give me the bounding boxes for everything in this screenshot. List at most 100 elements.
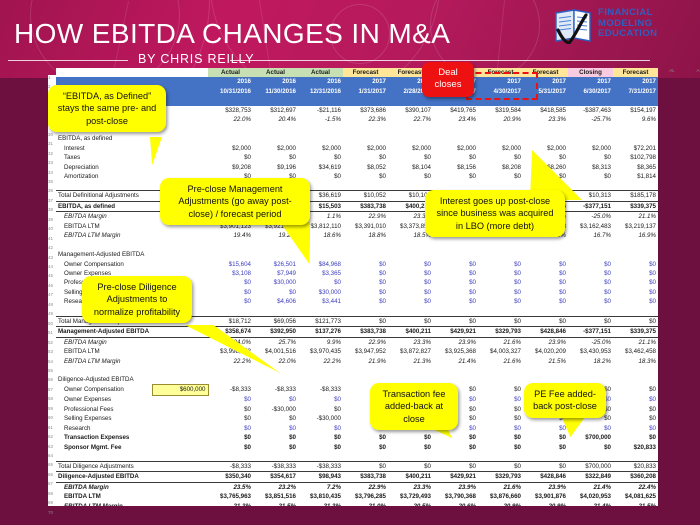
cell-r1-c4[interactable]: 22.7% [413, 116, 431, 124]
cell-r6-c3[interactable]: $8,052 [367, 163, 386, 171]
cell-r15-c9[interactable] [613, 250, 658, 259]
cell-r16-c9[interactable]: $0 [649, 260, 656, 268]
cell-r13-c0[interactable]: 19.4% [233, 232, 251, 240]
cell-r32-c9[interactable]: $0 [649, 415, 656, 423]
diligence-owner-comp-input[interactable]: $600,000 [151, 384, 209, 396]
cell-r20-c6[interactable]: $0 [514, 298, 521, 306]
cell-r32-c1[interactable]: $0 [289, 415, 296, 423]
cell-r40-c2[interactable]: $3,810,435 [310, 493, 341, 501]
cell-r21-c2[interactable] [298, 307, 343, 316]
cell-r31-c5[interactable]: $0 [469, 405, 476, 413]
cell-r41-c3[interactable]: 21.0% [343, 502, 388, 506]
cell-r25-c1[interactable]: $4,001,516 [265, 348, 296, 356]
cell-r30-c0[interactable]: $0 [244, 396, 251, 404]
cell-r14-c1[interactable] [253, 241, 298, 250]
cell-r12-c8[interactable]: $3,162,483 [580, 222, 611, 230]
cell-r15-c1[interactable] [253, 250, 298, 259]
cell-r34-c9[interactable]: $0 [649, 434, 656, 442]
cell-r40-c5[interactable]: $3,790,368 [445, 493, 476, 501]
cell-r34-c1[interactable]: $0 [289, 434, 296, 442]
cell-r3-c8[interactable] [568, 134, 613, 143]
cell-r24-c4[interactable]: 23.3% [413, 338, 431, 346]
cell-r25-c0[interactable]: $3,998,452 [220, 348, 251, 356]
cell-r29-c6[interactable]: $0 [514, 386, 521, 394]
cell-r17-c6[interactable]: $0 [514, 269, 521, 277]
cell-r7-c1[interactable]: $0 [289, 172, 296, 180]
cell-r39-c2[interactable]: 7.2% [326, 483, 341, 491]
cell-r26-c9[interactable]: 18.3% [638, 357, 656, 365]
cell-r1-c0[interactable]: 22.0% [233, 116, 251, 124]
cell-r14-c8[interactable] [568, 241, 613, 250]
cell-r39-c3[interactable]: 22.9% [368, 483, 386, 491]
cell-r35-c7[interactable]: $0 [559, 443, 566, 451]
cell-r41-c6[interactable]: 20.9% [478, 502, 523, 506]
cell-r14-c5[interactable] [433, 241, 478, 250]
cell-r15-c6[interactable] [478, 250, 523, 259]
cell-r7-c9[interactable]: $1,814 [637, 172, 656, 180]
cell-r24-c1[interactable]: 25.7% [278, 338, 296, 346]
cell-r26-c5[interactable]: 21.4% [458, 357, 476, 365]
cell-r4-c7[interactable]: $2,000 [547, 144, 566, 152]
cell-r22-c9[interactable]: $0 [613, 315, 658, 327]
cell-r33-c9[interactable]: $0 [649, 424, 656, 432]
cell-r33-c1[interactable]: $0 [289, 424, 296, 432]
cell-r23-c7[interactable]: $428,846 [523, 326, 568, 338]
cell-r25-c7[interactable]: $4,020,209 [535, 348, 566, 356]
cell-r33-c2[interactable]: $0 [334, 424, 341, 432]
cell-r0-c0[interactable]: $328,753 [225, 106, 251, 114]
cell-r24-c8[interactable]: -25.0% [591, 338, 611, 346]
cell-r23-c1[interactable]: $392,950 [253, 326, 298, 338]
cell-r31-c9[interactable]: $0 [649, 405, 656, 413]
cell-r38-c4[interactable]: $400,211 [388, 471, 433, 483]
cell-r25-c2[interactable]: $3,970,435 [310, 348, 341, 356]
cell-r22-c3[interactable]: $0 [343, 315, 388, 327]
cell-r4-c4[interactable]: $2,000 [412, 144, 431, 152]
cell-r18-c3[interactable]: $0 [379, 279, 386, 287]
cell-r13-c2[interactable]: 18.6% [323, 232, 341, 240]
cell-r14-c9[interactable] [613, 241, 658, 250]
cell-r31-c8[interactable]: $0 [604, 405, 611, 413]
cell-r26-c4[interactable]: 21.3% [413, 357, 431, 365]
cell-r14-c6[interactable] [478, 241, 523, 250]
cell-r15-c3[interactable] [343, 250, 388, 259]
cell-r37-c9[interactable]: $20,833 [613, 460, 658, 472]
cell-r7-c0[interactable]: $0 [244, 172, 251, 180]
cell-r30-c6[interactable]: $0 [514, 396, 521, 404]
cell-r0-c4[interactable]: $390,107 [405, 106, 431, 114]
cell-r6-c5[interactable]: $8,156 [457, 163, 476, 171]
cell-r19-c2[interactable]: $30,000 [318, 288, 341, 296]
cell-r20-c3[interactable]: $0 [379, 298, 386, 306]
cell-r7-c8[interactable]: $0 [604, 172, 611, 180]
cell-r31-c1[interactable]: -$30,000 [271, 405, 296, 413]
cell-r21-c5[interactable] [433, 307, 478, 316]
cell-r9-c9[interactable]: $185,178 [613, 190, 658, 202]
cell-r11-c9[interactable]: 21.1% [638, 213, 656, 221]
cell-r34-c2[interactable]: $0 [334, 434, 341, 442]
cell-r5-c6[interactable]: $0 [514, 154, 521, 162]
cell-r35-c1[interactable]: $0 [289, 443, 296, 451]
cell-r36-c6[interactable] [478, 452, 523, 461]
cell-r20-c4[interactable]: $0 [424, 298, 431, 306]
cell-r27-c9[interactable] [613, 366, 658, 375]
cell-r36-c4[interactable] [388, 452, 433, 461]
cell-r5-c4[interactable]: $0 [424, 154, 431, 162]
cell-r2-c4[interactable] [388, 125, 433, 134]
cell-r3-c4[interactable] [388, 134, 433, 143]
cell-r7-c5[interactable]: $0 [469, 172, 476, 180]
cell-r41-c8[interactable]: 21.4% [568, 502, 613, 506]
cell-r13-c9[interactable]: 16.9% [638, 232, 656, 240]
cell-r18-c7[interactable]: $0 [559, 279, 566, 287]
cell-r21-c7[interactable] [523, 307, 568, 316]
cell-r40-c1[interactable]: $3,851,516 [265, 493, 296, 501]
cell-r7-c7[interactable]: $0 [559, 172, 566, 180]
cell-r34-c4[interactable]: $0 [424, 434, 431, 442]
cell-r13-c1[interactable]: 19.2% [278, 232, 296, 240]
cell-r27-c5[interactable] [433, 366, 478, 375]
cell-r22-c7[interactable]: $0 [523, 315, 568, 327]
cell-r13-c8[interactable]: 16.7% [593, 232, 611, 240]
cell-r36-c0[interactable] [208, 452, 253, 461]
cell-r9-c8[interactable]: $10,313 [568, 190, 613, 202]
cell-r34-c0[interactable]: $0 [244, 434, 251, 442]
cell-r3-c5[interactable] [433, 134, 478, 143]
cell-r5-c7[interactable]: $0 [559, 154, 566, 162]
